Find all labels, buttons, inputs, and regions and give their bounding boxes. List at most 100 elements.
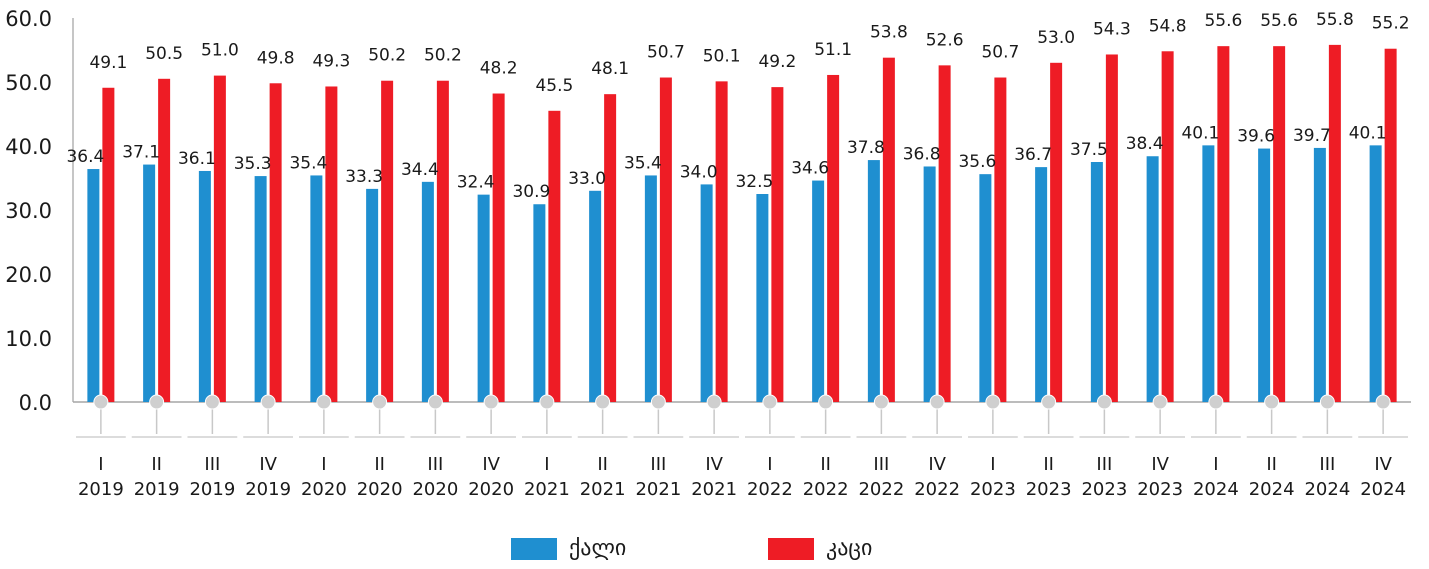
bar-men xyxy=(882,57,895,403)
legend-item-women: ქალი xyxy=(511,536,626,561)
data-label-women: 36.1 xyxy=(178,149,216,169)
bar-men xyxy=(548,110,561,403)
tick-marker-dot xyxy=(818,394,834,410)
x-tick-label-quarter: III xyxy=(1319,454,1335,475)
data-label-women: 39.7 xyxy=(1293,126,1331,146)
bar-men xyxy=(1384,48,1397,402)
data-label-men: 48.1 xyxy=(591,59,629,79)
x-tick-label-year: 2022 xyxy=(803,479,849,500)
data-label-men: 50.2 xyxy=(368,46,406,66)
bar-men xyxy=(436,80,449,402)
bar-men xyxy=(827,74,840,403)
tick-marker-dot xyxy=(372,394,388,410)
data-label-women: 37.1 xyxy=(122,143,160,163)
y-tick-label: 20.0 xyxy=(5,263,52,287)
x-tick-label-quarter: IV xyxy=(1151,454,1169,475)
x-tick-label-quarter: IV xyxy=(928,454,946,475)
data-label-women: 36.7 xyxy=(1014,145,1052,165)
x-tick-label-quarter: III xyxy=(427,454,443,475)
x-tick-label-quarter: III xyxy=(650,454,666,475)
tick-marker-dot xyxy=(706,394,722,410)
x-tick-label-year: 2022 xyxy=(747,479,793,500)
y-tick-label: 40.0 xyxy=(5,135,52,159)
tick-marker-dot xyxy=(650,394,666,410)
x-tick-label-quarter: III xyxy=(1096,454,1112,475)
legend-item-men: კაცი xyxy=(768,536,872,561)
tick-marker-dot xyxy=(762,394,778,410)
bar-women xyxy=(477,194,490,402)
y-tick-label: 60.0 xyxy=(5,7,52,31)
x-tick-label-quarter: I xyxy=(767,454,772,475)
bar-women xyxy=(87,169,100,402)
x-tick-label-quarter: I xyxy=(1213,454,1218,475)
x-tick-label-quarter: IV xyxy=(1374,454,1392,475)
data-label-men: 51.1 xyxy=(814,40,852,60)
bar-women xyxy=(1090,162,1103,402)
x-tick-label-year: 2022 xyxy=(914,479,960,500)
tick-marker-dot xyxy=(873,394,889,410)
data-label-men: 53.0 xyxy=(1037,28,1075,48)
bar-men xyxy=(659,77,672,403)
x-tick-label-year: 2023 xyxy=(1081,479,1127,500)
data-label-women: 36.8 xyxy=(903,144,941,164)
x-tick-label-quarter: II xyxy=(820,454,831,475)
x-tick-label-quarter: II xyxy=(597,454,608,475)
bar-men xyxy=(381,80,394,402)
data-label-men: 51.0 xyxy=(201,41,239,61)
x-tick-label-year: 2021 xyxy=(580,479,626,500)
x-tick-label-year: 2022 xyxy=(858,479,904,500)
x-tick-label-quarter: II xyxy=(151,454,162,475)
data-label-men: 49.2 xyxy=(758,52,796,72)
x-tick-label-year: 2023 xyxy=(1137,479,1183,500)
bar-men xyxy=(771,87,784,403)
data-label-women: 38.4 xyxy=(1126,134,1164,154)
bar-women xyxy=(1258,148,1271,402)
data-label-women: 40.1 xyxy=(1349,123,1387,143)
data-label-women: 37.5 xyxy=(1070,140,1108,160)
bar-women xyxy=(143,164,156,402)
data-label-men: 48.2 xyxy=(480,59,518,79)
data-label-women: 35.3 xyxy=(234,154,272,174)
bar-men xyxy=(994,77,1007,403)
bar-women xyxy=(1313,147,1326,402)
data-label-men: 49.3 xyxy=(312,51,350,71)
x-tick-label-quarter: I xyxy=(990,454,995,475)
tick-marker-dot xyxy=(149,394,165,410)
tick-marker-dot xyxy=(985,394,1001,410)
legend-label-women: ქალი xyxy=(569,536,627,561)
legend-swatch-men xyxy=(768,537,814,560)
x-tick-label-quarter: I xyxy=(544,454,549,475)
data-label-men: 45.5 xyxy=(535,76,573,96)
x-tick-label-year: 2020 xyxy=(301,479,347,500)
tick-marker-dot xyxy=(1264,394,1280,410)
bar-men xyxy=(1105,54,1118,402)
bar-women xyxy=(867,160,880,402)
x-tick-label-quarter: II xyxy=(1266,454,1277,475)
data-label-women: 34.6 xyxy=(791,159,829,179)
tick-marker-dot xyxy=(1041,394,1057,410)
bar-women xyxy=(979,174,992,402)
bar-men xyxy=(102,87,115,402)
bar-women xyxy=(1202,145,1215,403)
bar-men xyxy=(938,65,951,403)
data-label-women: 34.0 xyxy=(680,162,718,182)
x-tick-label-year: 2019 xyxy=(189,479,235,500)
data-label-men: 54.3 xyxy=(1093,19,1131,39)
data-label-women: 35.4 xyxy=(289,153,327,173)
bar-men xyxy=(492,93,505,403)
bar-women xyxy=(421,181,434,402)
tick-marker-dot xyxy=(1152,394,1168,410)
bar-women xyxy=(923,166,936,402)
bar-women xyxy=(1369,145,1382,403)
bar-women xyxy=(756,194,769,402)
data-label-women: 35.6 xyxy=(958,152,996,172)
tick-marker-dot xyxy=(483,394,499,410)
data-label-women: 32.4 xyxy=(457,173,495,193)
data-label-men: 50.7 xyxy=(647,43,685,63)
x-tick-label-year: 2021 xyxy=(635,479,681,500)
y-tick-label: 0.0 xyxy=(19,391,52,415)
bar-chart: 0.0 10.0 20.0 30.0 40.0 50.0 60.0 36.4 49.1 I 2019… xyxy=(5,7,1411,500)
x-tick-label-quarter: IV xyxy=(259,454,277,475)
data-label-women: 37.8 xyxy=(847,138,885,158)
tick-marker-dot xyxy=(204,394,220,410)
